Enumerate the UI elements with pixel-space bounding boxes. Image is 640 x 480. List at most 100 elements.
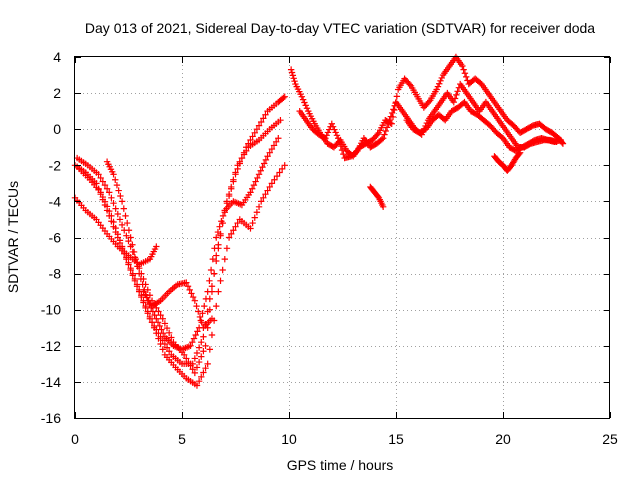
data-point: [130, 248, 138, 256]
data-point: [136, 270, 143, 277]
data-point: [378, 136, 386, 143]
data-point: [289, 72, 297, 79]
y-axis-label: SDTVAR / TECUs: [5, 181, 21, 293]
data-point: [276, 169, 283, 176]
data-point: [228, 183, 235, 191]
data-point: [454, 88, 461, 95]
data-point: [214, 228, 222, 236]
data-point: [195, 377, 203, 385]
data-point: [303, 105, 311, 112]
data-point: [95, 171, 102, 178]
data-point: [559, 140, 567, 147]
data-point: [516, 150, 523, 157]
data-point: [117, 192, 124, 200]
data-point: [257, 118, 265, 126]
x-tick-label: 5: [178, 431, 186, 447]
data-point: [329, 123, 337, 130]
data-point: [191, 355, 199, 362]
data-point: [281, 162, 288, 169]
data-point: [186, 286, 193, 294]
data-point: [209, 255, 217, 263]
data-point: [236, 158, 243, 165]
data-point: [247, 136, 254, 144]
data-point: [155, 308, 162, 315]
data-point: [385, 120, 392, 127]
data-point: [134, 263, 141, 270]
data-point: [157, 311, 164, 319]
data-point: [257, 167, 264, 174]
data-point: [198, 353, 205, 360]
data-point: [125, 227, 133, 234]
data-point: [108, 212, 115, 220]
data-point: [198, 373, 205, 381]
plot-frame: [74, 56, 610, 419]
data-point: [189, 293, 197, 301]
data-point: [183, 279, 190, 286]
data-point: [193, 349, 201, 357]
data-point: [153, 315, 160, 322]
data-point: [213, 257, 220, 265]
data-point: [187, 362, 194, 369]
data-point: [132, 255, 139, 263]
data-point: [129, 270, 136, 277]
data-point: [112, 205, 119, 212]
data-point: [250, 181, 258, 189]
data-point: [338, 146, 346, 154]
data-point: [281, 93, 288, 100]
x-tick-label: 25: [602, 431, 618, 447]
data-point: [193, 302, 200, 310]
data-point: [433, 86, 440, 93]
series-track-c: [76, 162, 288, 389]
data-point: [301, 99, 308, 106]
data-point: [106, 207, 113, 215]
data-point: [217, 277, 224, 285]
data-point: [462, 73, 470, 81]
data-point: [198, 319, 205, 326]
data-point: [113, 181, 121, 189]
data-point: [260, 115, 267, 122]
data-point: [122, 212, 129, 220]
data-point: [266, 149, 273, 156]
data-point: [262, 111, 269, 118]
data-point: [230, 176, 237, 183]
data-point: [255, 203, 263, 211]
data-point: [193, 364, 201, 371]
data-point: [386, 116, 393, 124]
x-tick-label: 20: [495, 431, 511, 447]
data-point: [202, 342, 209, 349]
data-point: [323, 132, 330, 139]
data-point: [260, 194, 267, 201]
data-point: [259, 163, 266, 171]
data-point: [393, 93, 401, 100]
data-point: [127, 234, 134, 241]
data-point: [195, 344, 203, 351]
data-point: [189, 366, 196, 373]
data-point: [154, 319, 162, 326]
data-point: [210, 270, 218, 277]
data-point: [151, 311, 158, 319]
data-point: [124, 219, 131, 227]
data-point: [219, 266, 226, 274]
data-point: [208, 331, 216, 339]
data-point: [254, 174, 261, 182]
data-point: [268, 145, 276, 153]
data-point: [213, 234, 220, 241]
data-point: [299, 96, 307, 103]
data-point: [168, 334, 175, 341]
data-point: [106, 189, 113, 196]
data-point: [195, 358, 203, 366]
data-point: [161, 320, 169, 327]
data-point: [234, 219, 241, 227]
chart-title: Day 013 of 2021, Sidereal Day-to-day VTE…: [85, 20, 595, 36]
data-point: [211, 245, 218, 252]
data-point: [268, 180, 276, 187]
data-point: [201, 302, 208, 310]
data-point: [149, 308, 157, 315]
data-point: [213, 302, 220, 310]
data-point: [337, 142, 344, 150]
data-point: [251, 214, 258, 221]
data-point: [189, 338, 196, 346]
data-point: [188, 290, 195, 297]
data-point: [275, 135, 282, 142]
